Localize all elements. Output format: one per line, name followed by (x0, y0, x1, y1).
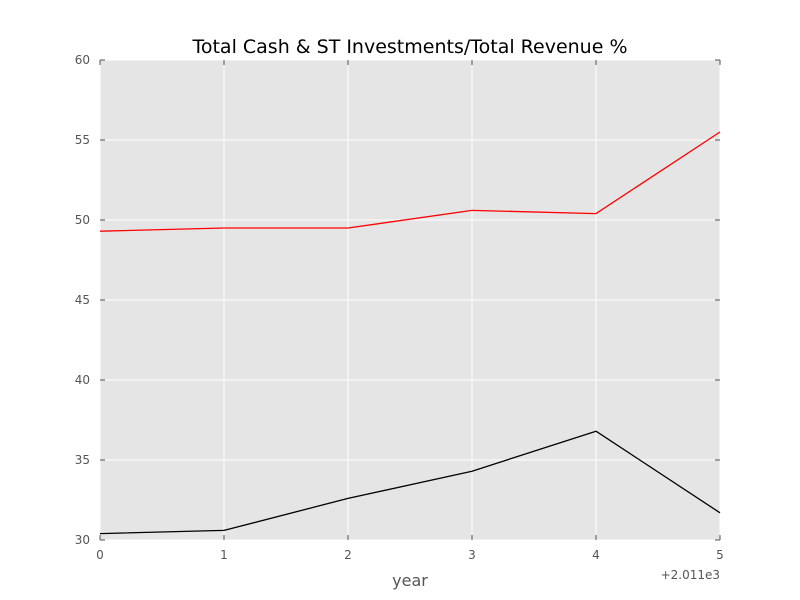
y-tick-label: 55 (75, 133, 90, 147)
series-line-2 (99, 430, 721, 535)
x-axis-offset-label: +2.011e3 (661, 568, 720, 582)
x-tick-label: 3 (468, 548, 476, 562)
y-tick-label: 30 (75, 533, 90, 547)
chart-title: Total Cash & ST Investments/Total Revenu… (191, 36, 627, 58)
x-tick-label: 5 (716, 548, 724, 562)
grid (99, 59, 721, 541)
y-tick-label: 45 (75, 293, 90, 307)
x-tick-label: 1 (220, 548, 228, 562)
x-axis-label: year (392, 571, 428, 590)
y-tick-label: 60 (75, 53, 90, 67)
x-tick-label: 2 (344, 548, 352, 562)
x-tick-label: 4 (592, 548, 600, 562)
series-layer (99, 131, 721, 535)
series-line-1 (99, 131, 721, 232)
ticks (99, 59, 721, 541)
y-tick-label: 35 (75, 453, 90, 467)
y-tick-label: 50 (75, 213, 90, 227)
y-tick-label: 40 (75, 373, 90, 387)
x-tick-label: 0 (96, 548, 104, 562)
